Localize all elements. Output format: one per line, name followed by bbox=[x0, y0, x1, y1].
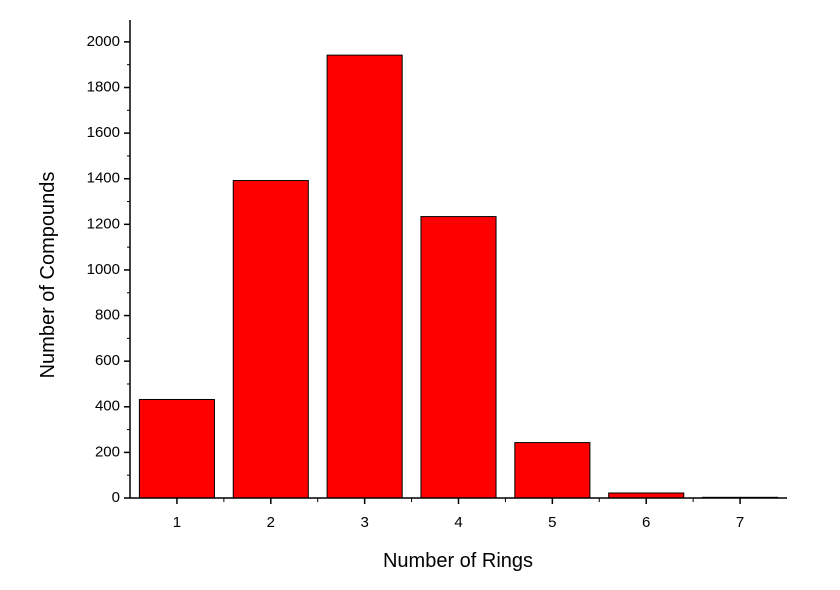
x-tick-label: 7 bbox=[736, 514, 744, 531]
y-axis-label: Number of Compounds bbox=[37, 172, 59, 379]
y-tick-label: 1400 bbox=[87, 170, 120, 187]
bar bbox=[232, 180, 309, 499]
x-tick-label: 1 bbox=[173, 514, 181, 531]
y-tick-label: 1000 bbox=[87, 261, 120, 278]
y-tick-label: 200 bbox=[95, 443, 120, 460]
bar bbox=[608, 492, 685, 499]
bar bbox=[138, 398, 215, 499]
x-axis-label: Number of Rings bbox=[383, 550, 533, 572]
bar bbox=[420, 216, 497, 499]
x-tick-label: 2 bbox=[267, 514, 275, 531]
y-tick-label: 2000 bbox=[87, 33, 120, 50]
x-tick-label: 4 bbox=[454, 514, 462, 531]
y-tick-label: 1800 bbox=[87, 78, 120, 95]
bar bbox=[514, 442, 591, 499]
y-tick-label: 1200 bbox=[87, 215, 120, 232]
y-tick-label: 1600 bbox=[87, 124, 120, 141]
y-tick-label: 400 bbox=[95, 398, 120, 415]
x-tick-label: 5 bbox=[548, 514, 556, 531]
bar bbox=[326, 54, 403, 499]
y-tick-label: 0 bbox=[112, 489, 120, 506]
x-tick-label: 6 bbox=[642, 514, 650, 531]
y-tick-label: 600 bbox=[95, 352, 120, 369]
y-tick-label: 800 bbox=[95, 307, 120, 324]
x-tick-label: 3 bbox=[360, 514, 368, 531]
